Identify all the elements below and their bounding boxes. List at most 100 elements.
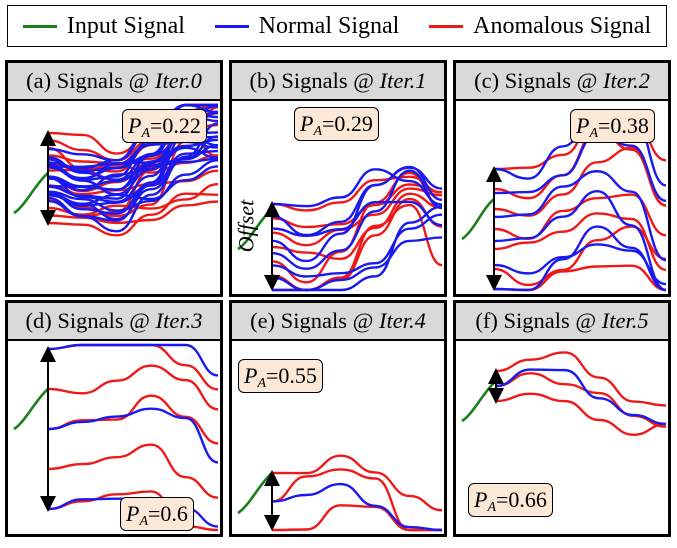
pa-symbol: P — [126, 501, 140, 526]
input-signal-line — [461, 198, 495, 241]
panel-title: (c) Signals @ Iter.2 — [456, 63, 668, 101]
anomaly-probability-box: PA=0.55 — [238, 359, 323, 393]
panel-title-prefix: (c) Signals @ — [474, 68, 603, 93]
offset-label: Offset — [233, 199, 259, 253]
pa-value: =0.29 — [322, 111, 373, 136]
anomalous-signal-line — [271, 187, 443, 247]
anomalous-signal-line — [495, 392, 667, 436]
legend-swatch-input — [22, 24, 57, 28]
legend-swatch-normal — [214, 24, 249, 28]
signal-plot — [237, 165, 443, 292]
legend-item-anomalous: Anomalous Signal — [429, 13, 651, 40]
anomalous-signal-line — [271, 504, 442, 532]
normal-signal-line — [271, 169, 443, 270]
anomalous-signal-line — [271, 468, 442, 532]
anomalous-signal-line — [271, 454, 443, 512]
pa-subscript: A — [141, 126, 151, 141]
pa-symbol: P — [474, 487, 488, 512]
panel-title: (b) Signals @ Iter.1 — [232, 63, 444, 101]
anomalous-signal-line — [47, 364, 219, 411]
pa-symbol: P — [244, 363, 258, 388]
anomalous-signal-line — [47, 192, 219, 237]
anomaly-probability-box: PA=0.66 — [468, 483, 553, 517]
panel-title-iter: Iter.3 — [155, 308, 203, 333]
pa-subscript: A — [139, 514, 149, 529]
anomaly-probability-box: PA=0.29 — [294, 107, 379, 141]
legend-label-input: Input Signal — [66, 12, 185, 39]
panel-title-prefix: (a) Signals @ — [26, 68, 155, 93]
normal-signal-line — [47, 407, 219, 464]
pa-value: =0.55 — [266, 363, 317, 388]
panel-d: (d) Signals @ Iter.3 PA=0.6 — [5, 300, 223, 537]
normal-signal-line — [495, 368, 667, 426]
panel-title: (d) Signals @ Iter.3 — [8, 303, 220, 341]
anomalous-signal-line — [493, 212, 667, 272]
anomalous-signal-line — [47, 443, 219, 499]
normal-signal-line — [47, 122, 219, 233]
anomalous-signal-line — [271, 175, 443, 212]
panel-a: (a) Signals @ Iter.0 PA=0.22 — [5, 60, 223, 297]
panel-title-iter: Iter.1 — [379, 68, 427, 93]
panel-title-iter: Iter.0 — [154, 68, 202, 93]
normal-signal-line — [493, 243, 667, 286]
anomaly-probability-box: PA=0.22 — [122, 109, 207, 143]
normal-signal-line — [47, 165, 219, 205]
normal-signal-line — [47, 149, 219, 207]
panel-title-prefix: (e) Signals @ — [250, 308, 379, 333]
pa-value: =0.22 — [150, 113, 201, 138]
pa-subscript: A — [589, 126, 599, 141]
panel-c: (c) Signals @ Iter.2 PA=0.38 — [453, 60, 671, 297]
panel-f: (f) Signals @ Iter.5 PA=0.66 — [453, 300, 671, 537]
anomalous-signal-line — [47, 200, 219, 225]
pa-value: =0.66 — [496, 487, 547, 512]
anomaly-probability-box: PA=0.38 — [570, 109, 655, 143]
legend-swatch-anomalous — [429, 24, 464, 28]
input-signal-line — [237, 472, 273, 515]
pa-subscript: A — [313, 124, 323, 139]
pa-value: =0.38 — [598, 113, 649, 138]
normal-signal-line — [271, 200, 443, 238]
anomalous-signal-line — [271, 171, 443, 284]
pa-subscript: A — [487, 500, 497, 515]
normal-signal-line — [271, 165, 443, 263]
pa-symbol: P — [300, 111, 314, 136]
panel-title-iter: Iter.4 — [378, 308, 426, 333]
anomalous-signal-line — [271, 192, 443, 261]
normal-signal-line — [493, 170, 667, 262]
panel-title-prefix: (d) Signals @ — [25, 308, 156, 333]
normal-signal-line — [47, 144, 219, 188]
normal-signal-line — [47, 103, 218, 181]
normal-signal-line — [47, 343, 219, 377]
input-signal-line — [13, 172, 49, 215]
legend-item-normal: Normal Signal — [214, 12, 400, 40]
normal-signal-line — [271, 168, 443, 208]
panel-e: (e) Signals @ Iter.4 PA=0.55 — [229, 300, 447, 537]
signal-plot — [461, 110, 667, 292]
panel-b: (b) Signals @ Iter.1 PA=0.29 Offset — [229, 60, 447, 297]
pa-subscript: A — [257, 376, 267, 391]
legend-label-normal: Normal Signal — [258, 12, 400, 39]
anomalous-signal-line — [495, 351, 667, 407]
normal-signal-line — [493, 189, 667, 292]
anomaly-probability-box: PA=0.6 — [120, 497, 194, 531]
legend-label-anomalous: Anomalous Signal — [473, 12, 652, 39]
normal-signal-line — [271, 482, 443, 532]
pa-value: =0.6 — [148, 501, 188, 526]
panel-title: (e) Signals @ Iter.4 — [232, 303, 444, 341]
panel-title-prefix: (f) Signals @ — [475, 308, 602, 333]
input-signal-line — [13, 388, 49, 431]
panel-title-iter: Iter.5 — [601, 308, 649, 333]
input-signal-line — [461, 380, 497, 423]
panel-title-prefix: (b) Signals @ — [249, 68, 380, 93]
normal-signal-line — [493, 132, 667, 203]
panel-title-iter: Iter.2 — [602, 68, 650, 93]
panel-title: (f) Signals @ Iter.5 — [456, 303, 668, 341]
signal-plot — [13, 103, 219, 237]
signal-plot — [237, 454, 443, 532]
panel-title: (a) Signals @ Iter.0 — [8, 63, 220, 101]
legend-item-input: Input Signal — [22, 12, 185, 40]
normal-signal-line — [271, 205, 443, 292]
anomalous-signal-line — [47, 394, 219, 445]
normal-signal-line — [271, 213, 443, 278]
anomalous-signal-line — [493, 264, 667, 292]
